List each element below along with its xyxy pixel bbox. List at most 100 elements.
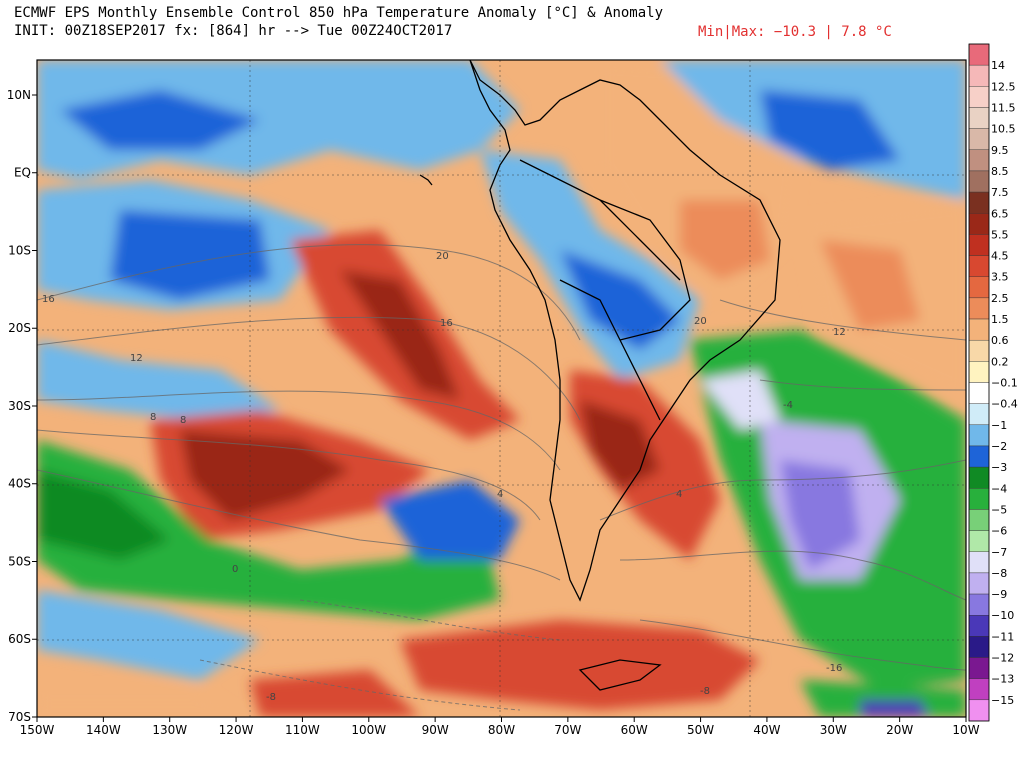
colorbar-swatch <box>968 339 990 362</box>
colorbar-swatch <box>968 403 990 426</box>
colorbar-swatch <box>968 678 990 701</box>
init-forecast-line: INIT: 00Z18SEP2017 fx: [864] hr --> Tue … <box>14 23 453 39</box>
contour-label: 4 <box>497 489 503 500</box>
colorbar-swatch <box>968 318 990 341</box>
latitude-tick-label: 70S <box>8 710 31 724</box>
colorbar-label: −11 <box>991 630 1014 643</box>
longitude-tick-label: 120W <box>219 723 254 737</box>
longitude-tick-label: 50W <box>687 723 714 737</box>
latitude-tick-label: 60S <box>8 632 31 646</box>
colorbar-swatch <box>968 128 990 150</box>
contour-label: 20 <box>436 251 449 262</box>
colorbar-swatch <box>968 191 990 214</box>
longitude-tick-label: 20W <box>886 723 913 737</box>
colorbar-swatch <box>968 64 990 87</box>
colorbar-label: 12.5 <box>991 80 1016 93</box>
contour-label: 12 <box>130 353 143 364</box>
contour-label: -8 <box>700 686 710 697</box>
latitude-tick-label: 50S <box>8 554 31 568</box>
latitude-axis: 10N EQ 10S 20S 30S 40S 50S 60S 70S <box>7 88 37 724</box>
colorbar-label: −7 <box>991 546 1007 559</box>
colorbar-swatch <box>968 657 990 679</box>
colorbar-label: −8 <box>991 567 1007 580</box>
colorbar-swatch <box>968 593 990 616</box>
latitude-tick-label: 10N <box>7 88 31 102</box>
colorbar-label: 0.2 <box>991 355 1009 368</box>
colorbar-label: 11.5 <box>991 101 1016 114</box>
colorbar-swatch <box>968 255 990 277</box>
contour-label: -4 <box>783 400 793 411</box>
longitude-tick-label: 30W <box>820 723 847 737</box>
colorbar-swatch <box>968 149 990 172</box>
colorbar-label: 4.5 <box>991 250 1009 263</box>
colorbar-label: −15 <box>991 694 1014 707</box>
longitude-tick-label: 70W <box>554 723 581 737</box>
longitude-axis: 150W 140W 130W 120W 110W 100W 90W 80W 70W 60W 50W 4… <box>20 717 980 737</box>
contour-label: 8 <box>180 415 186 426</box>
colorbar-label: −13 <box>991 673 1014 686</box>
colorbar-label: 6.5 <box>991 207 1009 220</box>
longitude-tick-label: 10W <box>952 723 979 737</box>
longitude-tick-label: 110W <box>285 723 320 737</box>
longitude-tick-label: 130W <box>152 723 187 737</box>
latitude-tick-label: EQ <box>14 166 31 180</box>
latitude-tick-label: 10S <box>8 243 31 257</box>
colorbar-swatch <box>968 234 990 256</box>
colorbar-label: −4 <box>991 482 1007 495</box>
colorbar-label: −5 <box>991 503 1007 516</box>
colorbar-label: −10 <box>991 609 1014 622</box>
colorbar-label: 8.5 <box>991 165 1009 178</box>
contour-label: 16 <box>440 318 453 329</box>
colorbar-swatch <box>968 213 990 235</box>
min-max-readout: Min|Max: −10.3 | 7.8 °C <box>698 24 892 40</box>
colorbar-swatch <box>968 445 990 468</box>
colorbar-label: 9.5 <box>991 144 1009 157</box>
longitude-tick-label: 100W <box>351 723 386 737</box>
colorbar-swatch <box>968 170 990 193</box>
contour-label: -16 <box>826 663 842 674</box>
colorbar-swatch <box>968 509 990 531</box>
colorbar-swatch <box>968 424 990 447</box>
colorbar-swatch <box>968 466 990 489</box>
colorbar-swatch <box>968 551 990 574</box>
latitude-tick-label: 40S <box>8 477 31 491</box>
colorbar-label: −0.4 <box>991 398 1018 411</box>
colorbar-label: 0.6 <box>991 334 1009 347</box>
colorbar-swatch <box>968 530 990 552</box>
longitude-tick-label: 90W <box>422 723 449 737</box>
latitude-tick-label: 20S <box>8 321 31 335</box>
colorbar-swatch <box>968 572 990 595</box>
anomaly-field: 20 16 12 8 4 0 -4 -8 -16 16 20 12 8 4 -8 <box>37 60 966 717</box>
contour-label: 16 <box>42 294 55 305</box>
contour-label: 0 <box>232 564 238 575</box>
colorbar-swatch <box>968 699 990 722</box>
contour-label: 12 <box>833 327 846 338</box>
colorbar-swatch <box>968 43 990 66</box>
longitude-tick-label: 40W <box>753 723 780 737</box>
colorbar-label: −6 <box>991 525 1007 538</box>
colorbar-swatch <box>968 382 990 404</box>
colorbar-swatch <box>968 488 990 510</box>
colorbar-swatch <box>968 636 990 658</box>
contour-label: 20 <box>694 316 707 327</box>
colorbar-label: 3.5 <box>991 271 1009 284</box>
colorbar: 14 12.5 11.5 10.5 9.5 8.5 7.5 6.5 5.5 4.5 3.5 2.5 1.… <box>968 43 1018 722</box>
contour-label: 8 <box>150 412 156 423</box>
latitude-tick-label: 30S <box>8 399 31 413</box>
colorbar-swatch <box>968 107 990 129</box>
colorbar-label: −3 <box>991 461 1007 474</box>
contour-label: 4 <box>676 489 682 500</box>
colorbar-label: 10.5 <box>991 123 1016 136</box>
colorbar-label: −9 <box>991 588 1007 601</box>
contour-lines <box>37 244 966 711</box>
longitude-tick-label: 150W <box>20 723 55 737</box>
colorbar-swatch <box>968 86 990 108</box>
longitude-tick-label: 60W <box>621 723 648 737</box>
colorbar-label: 1.5 <box>991 313 1009 326</box>
colorbar-label: 2.5 <box>991 292 1009 305</box>
map-title: ECMWF EPS Monthly Ensemble Control 850 h… <box>14 5 664 21</box>
colorbar-swatch <box>968 615 990 637</box>
colorbar-label: 5.5 <box>991 228 1009 241</box>
colorbar-label: −1 <box>991 419 1007 432</box>
contour-labels: 20 16 12 8 4 0 -4 -8 -16 16 20 12 8 4 -8 <box>42 251 846 703</box>
